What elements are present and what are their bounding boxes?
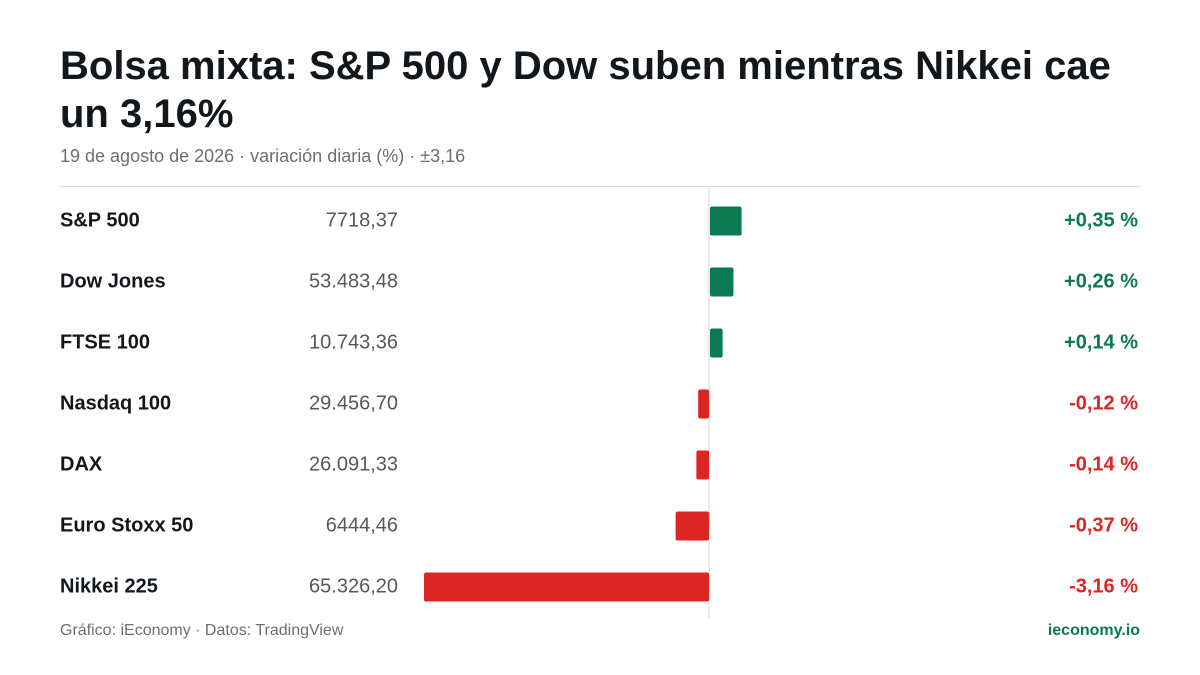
index-name-label: Nikkei 225 xyxy=(60,575,158,597)
index-level-label: 65.326,20 xyxy=(309,575,398,597)
change-value-label: -3,16 % xyxy=(1069,575,1138,597)
index-name-label: Dow Jones xyxy=(60,270,166,292)
chart-title: Bolsa mixta: S&P 500 y Dow suben mientra… xyxy=(60,44,1111,136)
change-value-label: +0,26 % xyxy=(1064,270,1138,292)
change-bar xyxy=(424,572,709,602)
index-level-label: 53.483,48 xyxy=(309,270,398,292)
index-name-label: S&P 500 xyxy=(60,209,140,231)
change-bar xyxy=(675,511,709,541)
change-value-label: +0,35 % xyxy=(1064,209,1138,231)
index-name-label: DAX xyxy=(60,453,103,475)
index-level-label: 7718,37 xyxy=(326,209,398,231)
change-bar xyxy=(698,389,709,419)
change-value-label: -0,37 % xyxy=(1069,514,1138,536)
index-level-label: 10.743,36 xyxy=(309,331,398,353)
brand-link[interactable]: ieconomy.io xyxy=(1047,622,1140,639)
change-value-label: -0,12 % xyxy=(1069,392,1138,414)
index-level-label: 29.456,70 xyxy=(309,392,398,414)
index-level-label: 6444,46 xyxy=(326,514,398,536)
change-value-label: +0,14 % xyxy=(1064,331,1138,353)
bar-chart: S&P 500 7718,37 +0,35 % Dow Jones 53.483,48 +… xyxy=(60,188,1138,618)
change-value-label: -0,14 % xyxy=(1069,453,1138,475)
change-bar xyxy=(710,267,734,297)
index-name-label: Nasdaq 100 xyxy=(60,392,171,414)
chart-subtitle: 19 de agosto de 2026 · variación diaria … xyxy=(60,146,466,166)
index-name-label: FTSE 100 xyxy=(60,331,150,353)
index-name-label: Euro Stoxx 50 xyxy=(60,514,193,536)
change-bar xyxy=(696,450,709,480)
change-bar xyxy=(710,328,723,358)
header-divider xyxy=(60,186,1140,187)
change-bar xyxy=(710,206,742,236)
source-note: Gráfico: iEconomy · Datos: TradingView xyxy=(60,622,344,639)
index-level-label: 26.091,33 xyxy=(309,453,398,475)
